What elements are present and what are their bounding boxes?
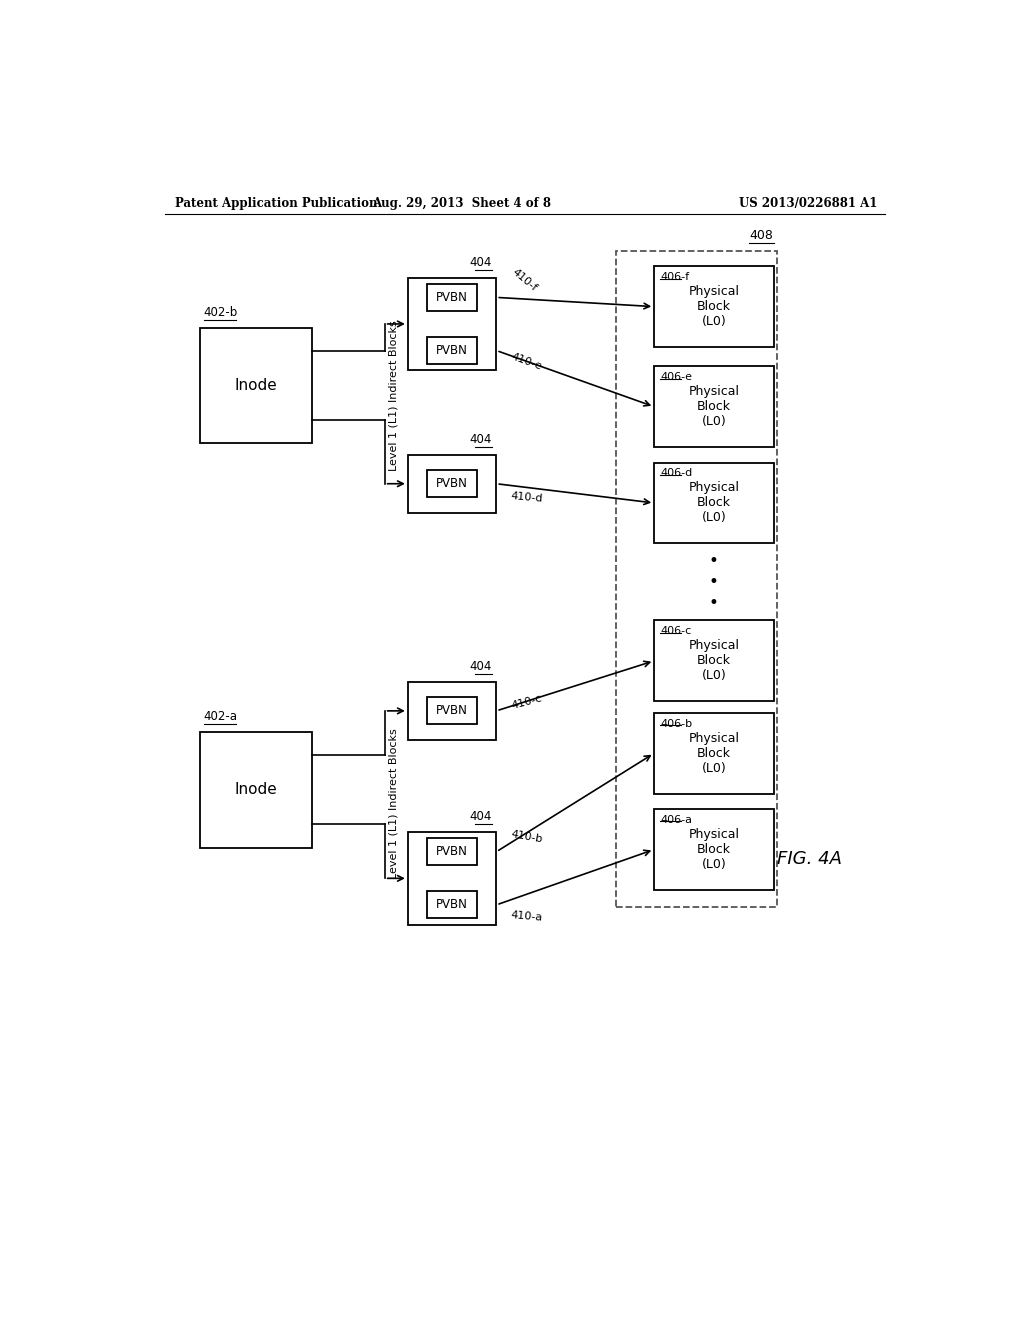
Text: PVBN: PVBN <box>436 478 468 490</box>
Bar <box>654 367 773 447</box>
Text: 404: 404 <box>469 660 492 673</box>
Text: 410-c: 410-c <box>510 693 543 710</box>
Bar <box>408 277 497 370</box>
Text: 410-a: 410-a <box>510 909 543 923</box>
Text: 402-b: 402-b <box>204 305 238 318</box>
Text: 406-a: 406-a <box>660 814 692 825</box>
Bar <box>427 697 477 725</box>
Text: PVBN: PVBN <box>436 345 468 356</box>
Text: 402-a: 402-a <box>204 710 238 723</box>
Text: Physical
Block
(L0): Physical Block (L0) <box>688 482 739 524</box>
Bar <box>427 284 477 312</box>
Text: Inode: Inode <box>234 378 278 393</box>
Text: Level 1 (L1) Indirect Blocks: Level 1 (L1) Indirect Blocks <box>389 319 399 470</box>
Text: PVBN: PVBN <box>436 845 468 858</box>
Text: Physical
Block
(L0): Physical Block (L0) <box>688 385 739 428</box>
Text: Physical
Block
(L0): Physical Block (L0) <box>688 731 739 775</box>
Text: 404: 404 <box>469 810 492 822</box>
Bar <box>654 267 773 347</box>
Text: Physical
Block
(L0): Physical Block (L0) <box>688 639 739 682</box>
Text: 406-e: 406-e <box>660 372 692 381</box>
Bar <box>654 809 773 890</box>
Text: PVBN: PVBN <box>436 290 468 304</box>
Text: FIG. 4A: FIG. 4A <box>777 850 843 869</box>
Text: 410-e: 410-e <box>510 352 544 372</box>
Bar <box>427 470 477 498</box>
Text: 404: 404 <box>469 433 492 446</box>
Bar <box>408 832 497 924</box>
Text: Inode: Inode <box>234 783 278 797</box>
Bar <box>427 891 477 919</box>
Text: 406-c: 406-c <box>660 626 691 636</box>
Text: 410-d: 410-d <box>510 491 543 504</box>
Text: PVBN: PVBN <box>436 705 468 717</box>
Bar <box>654 713 773 793</box>
Text: US 2013/0226881 A1: US 2013/0226881 A1 <box>739 197 878 210</box>
Bar <box>654 462 773 544</box>
Text: 410-b: 410-b <box>510 829 544 843</box>
Text: Physical
Block
(L0): Physical Block (L0) <box>688 828 739 871</box>
Bar <box>200 733 311 847</box>
Text: 406-b: 406-b <box>660 718 692 729</box>
Text: Physical
Block
(L0): Physical Block (L0) <box>688 285 739 329</box>
Text: Patent Application Publication: Patent Application Publication <box>175 197 378 210</box>
Text: •
•
•: • • • <box>709 552 719 611</box>
Text: 406-d: 406-d <box>660 469 692 478</box>
Text: 410-f: 410-f <box>510 267 539 293</box>
Bar <box>408 682 497 739</box>
Text: 404: 404 <box>469 256 492 268</box>
Text: Level 1 (L1) Indirect Blocks: Level 1 (L1) Indirect Blocks <box>389 727 399 879</box>
Bar <box>615 251 777 907</box>
Bar <box>654 620 773 701</box>
Bar <box>200 327 311 444</box>
Bar <box>427 838 477 866</box>
Bar <box>427 337 477 364</box>
Text: 406-f: 406-f <box>660 272 689 282</box>
Bar <box>408 455 497 512</box>
Text: 408: 408 <box>750 228 773 242</box>
Text: PVBN: PVBN <box>436 899 468 911</box>
Text: Aug. 29, 2013  Sheet 4 of 8: Aug. 29, 2013 Sheet 4 of 8 <box>372 197 551 210</box>
